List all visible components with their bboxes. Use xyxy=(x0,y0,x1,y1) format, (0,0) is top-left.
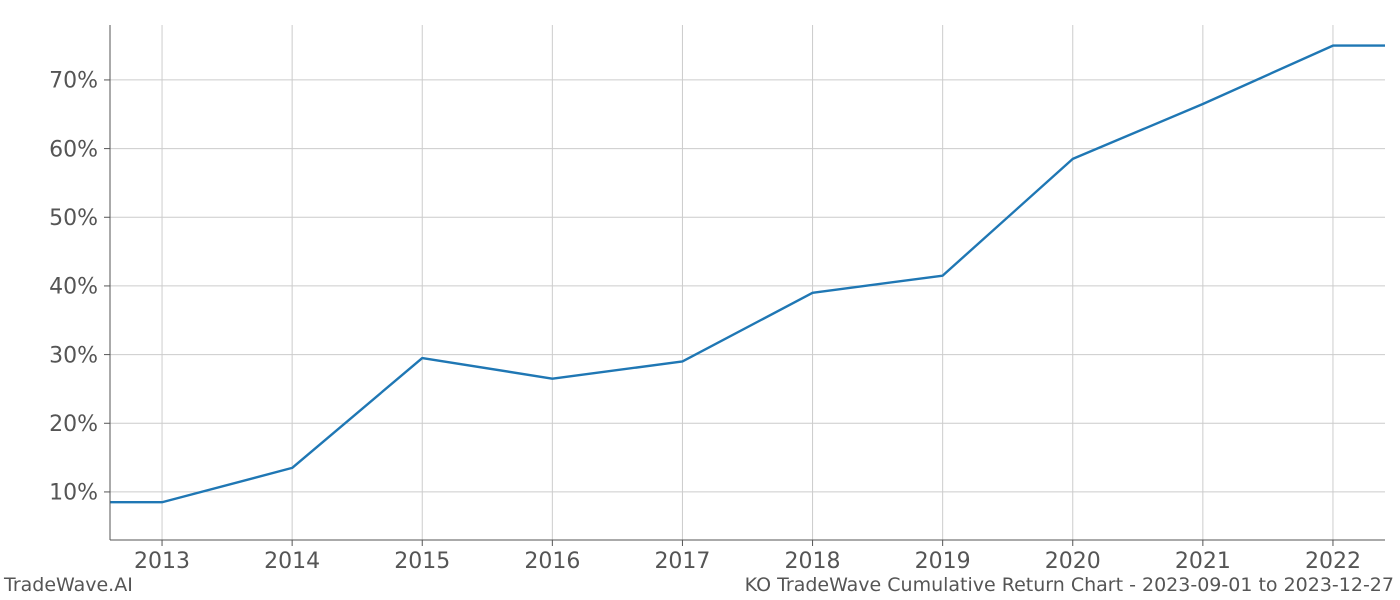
x-tick-label: 2014 xyxy=(264,549,320,574)
x-tick-label: 2013 xyxy=(134,549,190,574)
footer-caption: KO TradeWave Cumulative Return Chart - 2… xyxy=(745,574,1394,596)
x-tick-label: 2020 xyxy=(1045,549,1101,574)
x-tick-label: 2018 xyxy=(785,549,841,574)
x-tick-label: 2015 xyxy=(394,549,450,574)
x-tick-label: 2021 xyxy=(1175,549,1231,574)
y-tick-label: 50% xyxy=(49,206,98,231)
y-tick-label: 40% xyxy=(49,275,98,300)
line-chart: 2013 2014 2015 2016 2017 2018 2019 2020 2021 2022… xyxy=(0,0,1400,600)
x-tick-label: 2016 xyxy=(524,549,580,574)
chart-container: 2013 2014 2015 2016 2017 2018 2019 2020 2021 2022… xyxy=(0,0,1400,600)
x-tick-label: 2019 xyxy=(915,549,971,574)
y-tick-label: 20% xyxy=(49,412,98,437)
footer-brand: TradeWave.AI xyxy=(4,574,133,596)
y-tick-label: 30% xyxy=(49,343,98,368)
x-tick-label: 2017 xyxy=(654,549,710,574)
y-tick-label: 70% xyxy=(49,69,98,94)
y-tick-label: 60% xyxy=(49,137,98,162)
x-tick-label: 2022 xyxy=(1305,549,1361,574)
y-tick-label: 10% xyxy=(49,481,98,506)
